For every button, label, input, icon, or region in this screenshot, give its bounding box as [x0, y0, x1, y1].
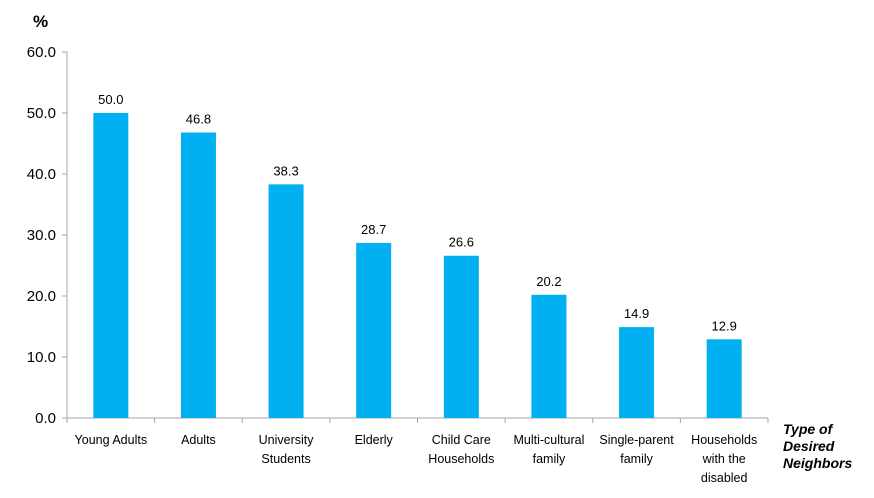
bar	[268, 184, 304, 418]
bar	[180, 132, 216, 418]
x-axis-title-line: Type of	[783, 421, 833, 437]
y-tick-label: 40.0	[27, 166, 56, 183]
x-tick-label: University	[259, 433, 315, 447]
x-tick-label: Adults	[181, 433, 216, 447]
y-tick-label: 60.0	[27, 44, 56, 61]
x-tick-label: Elderly	[355, 433, 394, 447]
bar	[93, 113, 129, 418]
x-axis-title-line: Neighbors	[783, 455, 853, 471]
bar-value-label: 28.7	[361, 222, 386, 237]
bar-value-label: 26.6	[449, 235, 474, 250]
y-tick-label: 30.0	[27, 227, 56, 244]
y-tick-label: 50.0	[27, 105, 56, 122]
bar-value-label: 38.3	[273, 163, 298, 178]
bar	[706, 339, 742, 418]
x-tick-label: Child Care	[432, 433, 491, 447]
x-axis-title-line: Desired	[783, 438, 835, 454]
x-tick-label: family	[533, 452, 566, 466]
x-tick-label: disabled	[701, 471, 748, 485]
bar-value-label: 50.0	[98, 92, 123, 107]
bar	[619, 327, 655, 418]
y-axis-unit-label: %	[33, 12, 49, 31]
x-tick-label: with the	[702, 452, 746, 466]
x-tick-label: Single-parent	[599, 433, 674, 447]
x-tick-label: Students	[261, 452, 310, 466]
bar	[356, 242, 392, 418]
bar-value-label: 46.8	[186, 112, 211, 127]
x-tick-label: family	[620, 452, 653, 466]
y-tick-label: 10.0	[27, 349, 56, 366]
x-tick-label: Young Adults	[75, 433, 148, 447]
bar-value-label: 12.9	[712, 318, 737, 333]
bar	[531, 294, 567, 418]
x-tick-label: Multi-cultural	[514, 433, 585, 447]
bar-value-label: 14.9	[624, 306, 649, 321]
x-tick-label: Households	[691, 433, 757, 447]
y-tick-label: 20.0	[27, 288, 56, 305]
x-tick-label: Households	[428, 452, 494, 466]
x-axis-title: Type of Desired Neighbors	[783, 421, 852, 472]
bar-value-label: 20.2	[536, 274, 561, 289]
bar	[443, 255, 479, 418]
y-tick-label: 0.0	[35, 410, 56, 427]
